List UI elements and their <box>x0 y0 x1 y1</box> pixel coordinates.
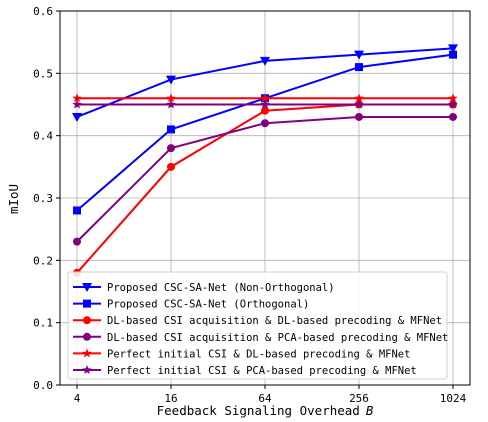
x-tick-label: 1024 <box>440 392 467 405</box>
data-point <box>260 56 270 66</box>
legend-label: Perfect initial CSI & PCA-based precodin… <box>107 365 417 377</box>
legend-label: Perfect initial CSI & DL-based precoding… <box>107 348 410 360</box>
x-tick-label: 256 <box>349 392 369 405</box>
legend-item-2: Proposed CSC-SA-Net (Orthogonal) <box>73 299 309 311</box>
x-tick-label: 64 <box>258 392 272 405</box>
x-axis-label-text: Feedback Signaling Overhead <box>157 403 360 418</box>
legend-item-4: DL-based CSI acquisition & PCA-based pre… <box>73 332 448 344</box>
data-point <box>261 106 269 115</box>
data-point <box>167 144 175 153</box>
legend-marker <box>83 299 91 308</box>
data-point <box>448 44 458 54</box>
data-point <box>448 99 458 109</box>
data-point <box>355 63 363 72</box>
data-point <box>73 237 81 246</box>
ticks: 0.0 0.1 0.2 0.3 0.4 0.5 0.6 4 16 64 256 1024 <box>33 5 466 405</box>
data-point <box>167 125 175 134</box>
legend-item-6: Perfect initial CSI & PCA-based precodin… <box>73 365 417 377</box>
y-tick-label: 0.0 <box>33 379 53 392</box>
data-point <box>354 99 364 109</box>
series-1 <box>72 44 458 122</box>
data-point <box>166 99 176 109</box>
data-point <box>72 93 82 103</box>
x-tick-label: 16 <box>164 392 177 405</box>
y-tick-label: 0.2 <box>33 254 53 267</box>
data-point <box>260 99 270 109</box>
legend-item-1: Proposed CSC-SA-Net (Non-Orthogonal) <box>73 282 335 294</box>
legend-marker <box>82 365 92 375</box>
legend-box <box>67 271 448 380</box>
data-point <box>72 112 82 122</box>
data-point <box>354 50 364 60</box>
x-axis-label-variable: B <box>366 403 374 418</box>
legend-item-3: DL-based CSI acquisition & DL-based prec… <box>73 315 442 327</box>
data-point <box>449 50 457 59</box>
data-point <box>73 206 81 215</box>
y-tick-label: 0.5 <box>33 67 53 80</box>
y-tick-label: 0.6 <box>33 5 53 18</box>
series-4 <box>73 112 457 246</box>
data-point <box>448 93 458 103</box>
data-point <box>260 93 270 103</box>
data-point <box>355 112 363 121</box>
x-axis-label: Feedback Signaling Overhead B <box>157 403 374 418</box>
legend-label: DL-based CSI acquisition & PCA-based pre… <box>107 332 448 344</box>
data-point <box>166 75 176 85</box>
data-point <box>72 99 82 109</box>
data-point <box>261 119 269 128</box>
legend-marker <box>83 332 91 341</box>
data-point <box>449 112 457 121</box>
data-point <box>354 93 364 103</box>
data-point <box>167 162 175 171</box>
legend: Proposed CSC-SA-Net (Non-Orthogonal) Prop… <box>67 271 448 380</box>
legend-label: DL-based CSI acquisition & DL-based prec… <box>107 315 442 327</box>
y-axis-label: mIoU <box>6 184 21 214</box>
legend-marker <box>82 348 92 358</box>
x-tick-label: 4 <box>74 392 81 405</box>
series-5 <box>72 93 458 103</box>
data-point <box>166 93 176 103</box>
y-tick-label: 0.3 <box>33 192 53 205</box>
series-layer <box>72 44 458 277</box>
y-tick-label: 0.1 <box>33 317 53 330</box>
legend-marker <box>83 316 91 325</box>
legend-marker <box>82 283 92 292</box>
y-tick-label: 0.4 <box>33 130 53 143</box>
legend-label: Proposed CSC-SA-Net (Orthogonal) <box>107 299 309 311</box>
series-6 <box>72 99 458 109</box>
legend-item-5: Perfect initial CSI & DL-based precoding… <box>73 348 410 360</box>
legend-label: Proposed CSC-SA-Net (Non-Orthogonal) <box>107 282 335 294</box>
